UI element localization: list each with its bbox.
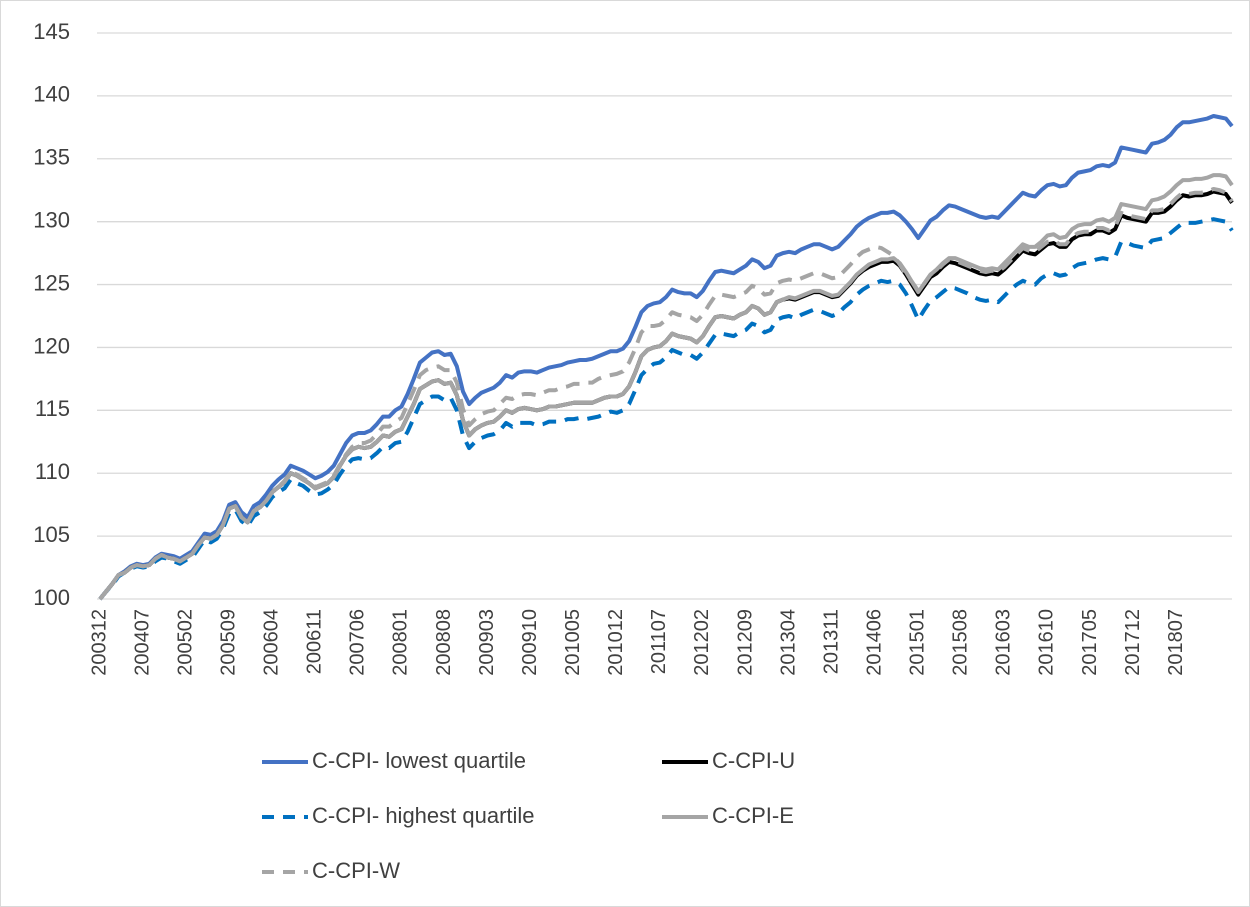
x-tick-label: 200706 [347,609,369,676]
x-tick-label: 200808 [433,609,455,676]
x-tick-label: 201508 [950,609,972,676]
x-tick-label: 201603 [993,609,1015,676]
legend-label: C-CPI- lowest quartile [312,748,526,773]
x-tick-label: 201807 [1165,609,1187,676]
x-tick-label: 200312 [88,609,110,676]
x-tick-label: 201712 [1122,609,1144,676]
y-tick-label: 115 [35,396,70,421]
x-tick-label: 200903 [476,609,498,676]
legend-label: C-CPI-E [712,803,794,828]
x-tick-label: 201311 [820,609,842,674]
y-tick-label: 100 [33,585,70,610]
legend-item: C-CPI-U [662,748,795,773]
y-tick-label: 125 [33,270,70,295]
legend-item: C-CPI-W [262,858,400,883]
x-tick-label: 201209 [734,609,756,676]
y-tick-label: 110 [35,459,70,484]
legend-label: C-CPI-U [712,748,795,773]
series-line [98,173,1234,601]
y-tick-label: 120 [33,333,70,358]
x-tick-label: 200801 [390,609,412,676]
x-tick-label: 201202 [691,609,713,676]
y-tick-label: 130 [33,207,70,232]
legend-item: C-CPI- lowest quartile [262,748,526,773]
x-tick-label: 201406 [863,609,885,676]
x-tick-label: 201501 [907,609,929,676]
y-tick-label: 135 [33,145,70,170]
x-tick-label: 200910 [519,609,541,676]
series-line [98,217,1234,601]
legend-item: C-CPI- highest quartile [262,803,535,828]
x-tick-label: 200604 [261,609,283,676]
x-tick-label: 201610 [1036,609,1058,676]
x-tick-label: 201107 [648,609,670,674]
y-tick-label: 145 [33,19,70,44]
legend-label: C-CPI-W [312,858,400,883]
legend-item: C-CPI-E [662,803,794,828]
legend-label: C-CPI- highest quartile [312,803,535,828]
x-tick-label: 201304 [777,609,799,676]
y-tick-label: 105 [33,522,70,547]
x-tick-label: 200509 [217,609,239,676]
y-tick-label: 140 [33,82,70,107]
x-tick-label: 201705 [1079,609,1101,676]
x-tick-label: 200407 [131,609,153,676]
x-tick-label: 201005 [562,609,584,676]
x-tick-label: 200502 [174,609,196,676]
x-tick-label: 200611 [304,609,326,674]
x-tick-label: 201012 [605,609,627,676]
series-line [98,186,1234,601]
series-line [98,114,1234,601]
